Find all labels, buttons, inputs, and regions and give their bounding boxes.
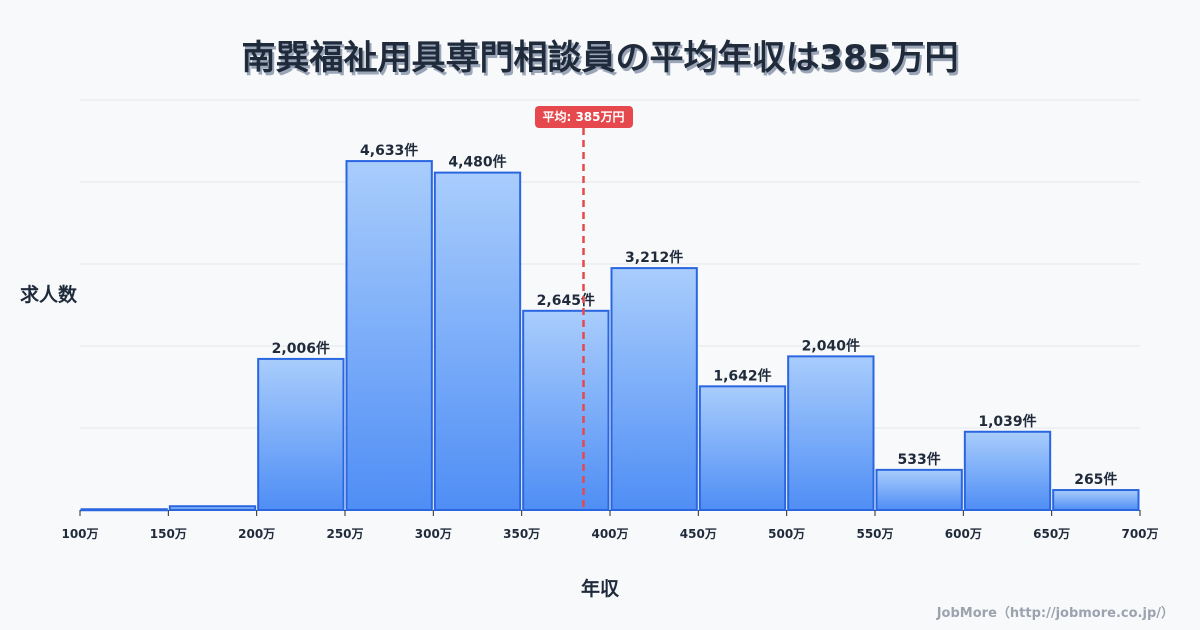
x-axis-label: 年収 — [580, 578, 619, 600]
histogram-bar — [610, 267, 698, 511]
histogram-bar — [522, 309, 610, 511]
x-tick-label: 600万 — [945, 527, 982, 541]
x-tick-label: 650万 — [1033, 527, 1070, 541]
bars: 2,006件 4,633件 4,480件 2,645件 3,212件 1,642件 2,04… — [80, 142, 1140, 512]
bar-value-label: 2,040件 — [802, 337, 860, 354]
histogram-bar — [257, 357, 345, 511]
histogram-bar — [963, 430, 1052, 511]
x-tick-label: 100万 — [61, 527, 98, 541]
y-axis-label: 求人数 — [20, 284, 78, 306]
histogram-bar — [875, 468, 963, 511]
bar-value-label: 1,039件 — [978, 413, 1036, 430]
histogram-bar — [1052, 489, 1140, 511]
x-tick-label: 200万 — [238, 527, 275, 541]
bar-value-label: 533件 — [898, 451, 941, 468]
bar-value-label: 265件 — [1074, 471, 1117, 488]
x-tick-label: 300万 — [415, 527, 452, 541]
x-tick-label: 500万 — [768, 527, 805, 541]
bar-value-label: 3,212件 — [625, 249, 683, 266]
x-tick-label: 150万 — [150, 527, 187, 541]
bar-value-label: 2,645件 — [537, 292, 595, 309]
x-tick-label: 250万 — [326, 527, 363, 541]
chart-title: 南巽福祉用具専門相談員の平均年収は385万円 — [241, 38, 959, 78]
x-tick-label: 700万 — [1121, 527, 1158, 541]
source-credit: JobMore（http://jobmore.co.jp/） — [936, 606, 1174, 621]
x-tick-label: 550万 — [856, 527, 893, 541]
histogram-bar — [433, 171, 522, 511]
x-tick-label: 450万 — [680, 527, 717, 541]
histogram-bar — [698, 385, 787, 511]
x-tick-label: 350万 — [503, 527, 540, 541]
bar-value-label: 4,633件 — [360, 142, 418, 159]
x-axis-ticks: 100万 150万 200万 250万 300万 350万 400万 450万 500万 550万… — [61, 510, 1159, 541]
histogram-bar — [168, 505, 257, 511]
bar-value-label: 4,480件 — [448, 154, 506, 171]
histogram-bar — [787, 355, 875, 511]
x-tick-label: 400万 — [591, 527, 628, 541]
histogram-bar — [80, 508, 168, 512]
mean-badge: 平均: 385万円 — [534, 106, 633, 128]
histogram-bar — [345, 160, 433, 511]
bar-value-label: 1,642件 — [713, 367, 771, 384]
bar-value-label: 2,006件 — [272, 340, 330, 357]
